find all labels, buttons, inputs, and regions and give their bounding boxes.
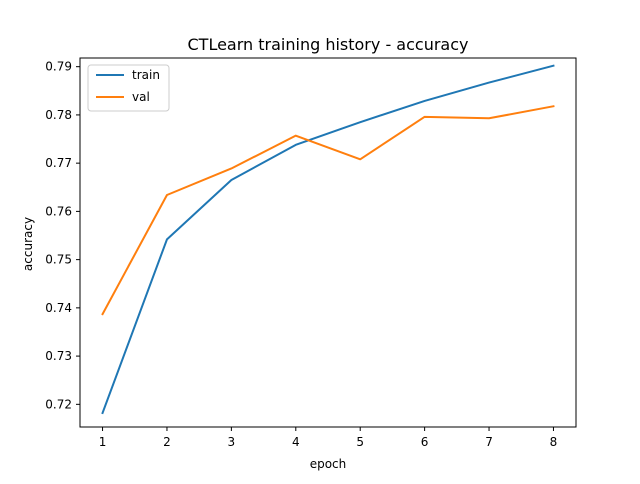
x-tick-label: 7 (485, 435, 493, 449)
y-tick-label: 0.79 (45, 60, 72, 74)
legend-label-train: train (132, 68, 160, 82)
legend-label-val: val (132, 90, 150, 104)
x-tick-label: 6 (421, 435, 429, 449)
legend: train val (87, 64, 170, 112)
y-tick-label: 0.72 (45, 397, 72, 411)
series-line-train (101, 64, 555, 415)
y-tick-label: 0.73 (45, 349, 72, 363)
plot-frame (79, 57, 577, 428)
legend-box (87, 64, 170, 112)
x-tick-label: 3 (228, 435, 236, 449)
series-line-val (101, 105, 555, 316)
x-axis-ticks: 1 2 3 4 5 6 7 8 (99, 427, 558, 449)
x-tick-label: 8 (550, 435, 558, 449)
y-tick-label: 0.78 (45, 108, 72, 122)
y-axis-label: accuracy (21, 217, 35, 271)
y-tick-label: 0.77 (45, 156, 72, 170)
y-axis-ticks: 0.72 0.73 0.74 0.75 0.76 0.77 0.78 0.79 (45, 60, 80, 411)
y-tick-label: 0.75 (45, 253, 72, 267)
y-tick-label: 0.76 (45, 204, 72, 218)
x-tick-label: 4 (292, 435, 300, 449)
x-tick-label: 2 (163, 435, 171, 449)
x-axis-label: epoch (310, 457, 347, 471)
x-tick-label: 1 (99, 435, 107, 449)
y-tick-label: 0.74 (45, 301, 72, 315)
chart-title: CTLearn training history - accuracy (188, 35, 469, 54)
series-layer (101, 64, 555, 415)
x-tick-label: 5 (356, 435, 364, 449)
